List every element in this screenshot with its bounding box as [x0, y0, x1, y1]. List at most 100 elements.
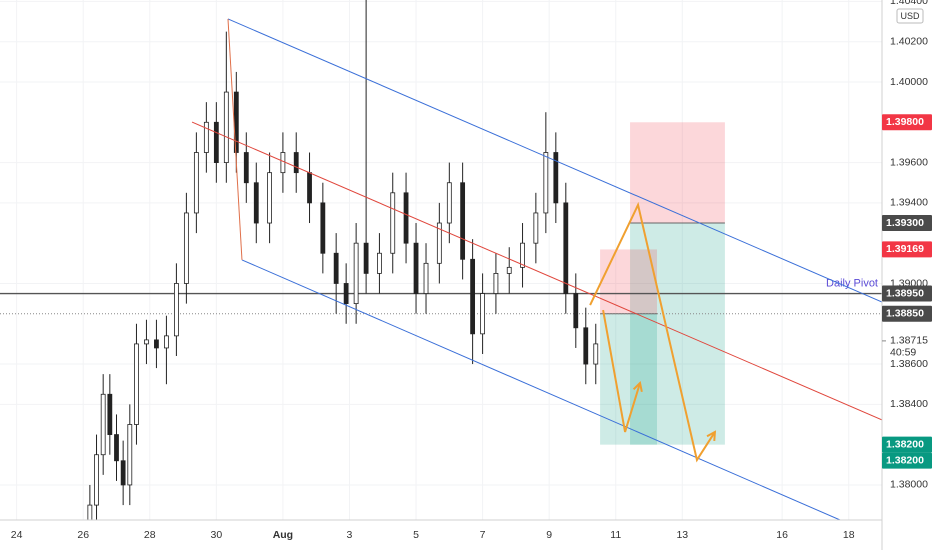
target-zone: [600, 313, 658, 445]
pivot-label: Daily Pivot: [826, 277, 878, 289]
candle-body: [343, 283, 349, 305]
candle-body: [100, 393, 106, 456]
price-label: 1.39169: [886, 243, 924, 255]
candle-body: [320, 202, 326, 254]
x-tick-label: 3: [347, 529, 353, 541]
candle-body: [533, 212, 539, 244]
y-tick-label: 1.40000: [890, 76, 928, 88]
plot-area: Daily Pivot: [0, 0, 882, 520]
x-tick-label: 9: [546, 529, 552, 541]
x-tick-label: Aug: [273, 529, 293, 541]
candle-body: [470, 258, 476, 335]
stop-zone: [600, 249, 658, 314]
x-tick-label: 16: [776, 529, 788, 541]
price-label-box: [882, 215, 932, 232]
price-label: 1.39800: [886, 116, 924, 128]
candle-body: [543, 152, 549, 214]
candle-body: [436, 222, 442, 264]
candle-body: [377, 252, 382, 274]
candle-body: [280, 152, 286, 174]
countdown: 40:59: [890, 347, 916, 359]
trend-line: [227, 18, 243, 260]
candle-body: [203, 121, 209, 153]
price-label: 1.38200: [886, 438, 924, 450]
y-tick-label: 1.39400: [890, 197, 928, 209]
candle-body: [563, 202, 569, 294]
candle-body: [183, 212, 189, 284]
price-label-box: [882, 305, 932, 322]
x-tick-label: 30: [210, 529, 222, 541]
stop-zone: [630, 122, 725, 224]
candle-body: [573, 293, 579, 329]
candle-body: [173, 283, 179, 337]
candle-body: [307, 172, 312, 204]
candle-body: [363, 242, 369, 274]
x-tick-label: 28: [144, 529, 156, 541]
y-tick-label: 1.38400: [890, 398, 928, 410]
currency-box: [896, 8, 924, 24]
candle-body: [193, 152, 199, 214]
price-label-box: [882, 285, 932, 302]
price-label: 1.39300: [886, 217, 924, 229]
target-zone: [630, 223, 725, 445]
candle-body: [333, 252, 339, 284]
candle-body: [480, 293, 486, 335]
trend-line: [589, 201, 716, 463]
candle-body: [583, 327, 589, 365]
candle-body: [293, 152, 299, 174]
candle-body: [493, 272, 499, 294]
candle-body: [253, 182, 259, 224]
price-label-box: [882, 241, 932, 258]
candle-body: [520, 242, 525, 268]
candle-body: [403, 192, 409, 244]
y-tick-label: 1.40400: [890, 0, 928, 7]
y-tick-label: 1.40200: [890, 35, 928, 47]
candle-body: [506, 266, 512, 274]
price-label: 1.38950: [886, 287, 924, 299]
candle-body: [413, 242, 419, 294]
x-tick-label: 5: [413, 529, 419, 541]
price-label: 1.38200: [886, 454, 924, 466]
candle-body: [134, 343, 139, 425]
y-tick-label: 1.38000: [890, 479, 928, 491]
candle-body: [593, 343, 599, 365]
candle-body: [243, 152, 249, 184]
candle-body: [94, 454, 99, 506]
trend-line: [241, 259, 841, 520]
x-tick-label: 7: [480, 529, 486, 541]
price-label-box: [882, 114, 932, 131]
candle-body: [87, 504, 93, 520]
candle-body: [213, 121, 219, 163]
candle-body: [144, 339, 149, 345]
arrow-head: [632, 381, 643, 393]
candle-body: [353, 242, 359, 305]
currency: USD: [900, 11, 920, 21]
candle-body: [127, 424, 133, 486]
y-tick-label: 1.39600: [890, 156, 928, 168]
trend-line: [227, 18, 882, 303]
last-price: 1.38715: [890, 335, 928, 347]
price-label-box: [882, 452, 932, 469]
candle-body: [223, 91, 229, 163]
price-label-box: [882, 436, 932, 453]
candle-body: [390, 192, 396, 254]
candle-body: [553, 152, 559, 204]
candle-body: [446, 182, 452, 224]
candle-body: [107, 393, 113, 435]
y-tick-label: 1.38600: [890, 358, 928, 370]
x-tick-label: 18: [843, 529, 855, 541]
arrow-head: [706, 430, 717, 442]
price-label: 1.38850: [886, 307, 924, 319]
trend-line: [191, 121, 882, 421]
candle-body: [154, 339, 159, 349]
x-tick-label: 26: [77, 529, 89, 541]
x-tick-label: 13: [676, 529, 688, 541]
trend-line: [602, 309, 641, 433]
candle-body: [423, 262, 429, 294]
x-tick-label: 11: [610, 529, 621, 541]
candle-body: [460, 182, 466, 260]
candle-body: [120, 460, 126, 486]
x-tick-label: 24: [11, 529, 23, 541]
